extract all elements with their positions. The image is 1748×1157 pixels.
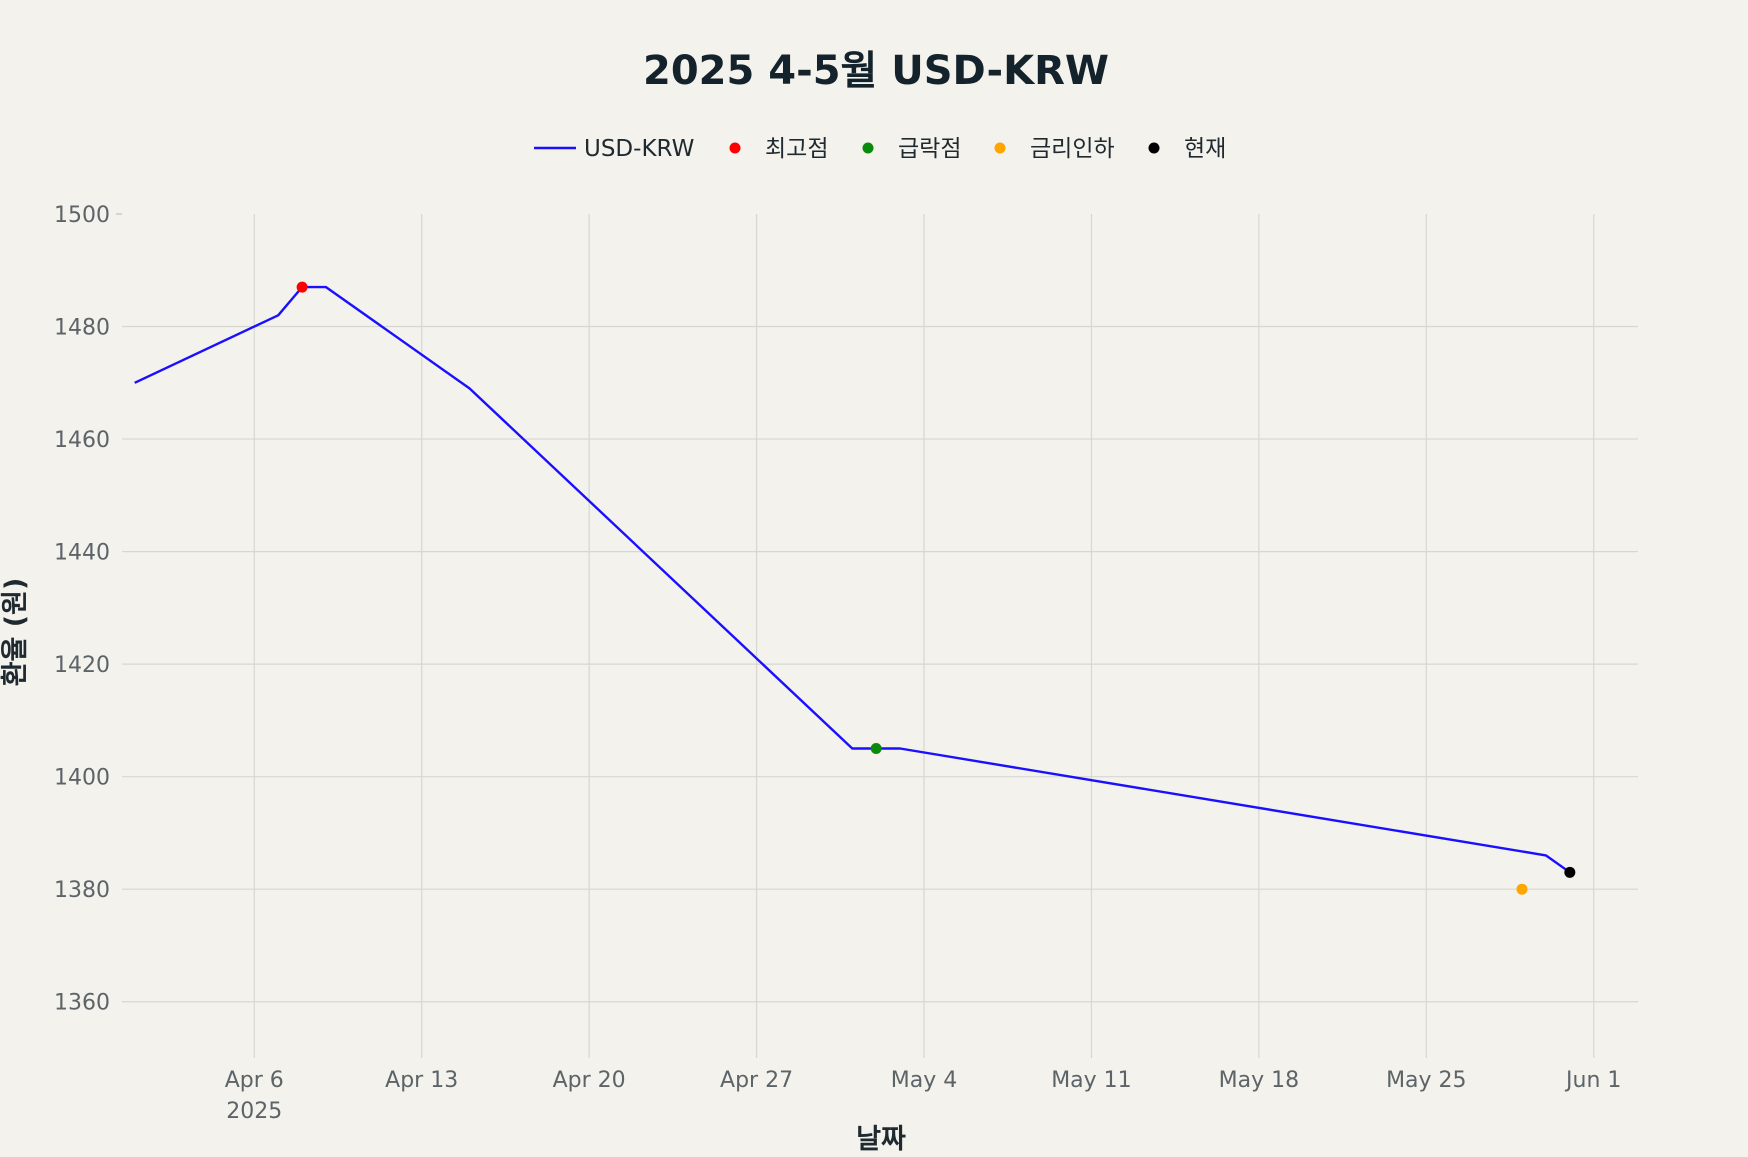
series-layer xyxy=(134,285,1571,874)
y-tick-label: 1500 xyxy=(54,203,110,228)
legend-label: 금리인하 xyxy=(1030,136,1115,162)
marker-point-2 xyxy=(1516,883,1528,895)
y-tick-label: 1400 xyxy=(54,766,110,791)
x-axis-title: 날짜 xyxy=(856,1124,906,1155)
chart-title: 2025 4-5월 USD-KRW xyxy=(643,48,1109,94)
legend-marker-swatch xyxy=(729,142,741,154)
legend-marker-swatch xyxy=(862,142,874,154)
x-tick-label: Jun 1 xyxy=(1564,1068,1621,1093)
legend-label: USD-KRW xyxy=(584,136,694,162)
y-tick-label: 1440 xyxy=(54,541,110,566)
series-line-usd-krw xyxy=(134,285,1571,874)
y-tick-label: 1460 xyxy=(54,428,110,453)
legend-label: 최고점 xyxy=(765,136,828,162)
x-tick-label: May 18 xyxy=(1219,1068,1299,1093)
legend-label: 현재 xyxy=(1184,136,1226,162)
x-tick-label: May 4 xyxy=(891,1068,957,1093)
x-tick-label: May 11 xyxy=(1051,1068,1131,1093)
legend: USD-KRW 최고점 급락점 금리인하 현재 xyxy=(534,136,1226,162)
x-tick-label: May 25 xyxy=(1386,1068,1466,1093)
y-tick-label: 1480 xyxy=(54,316,110,341)
marker-point-0 xyxy=(296,281,308,293)
y-axis-title: 환율 (원) xyxy=(0,578,31,687)
x-tick-label: Apr 27 xyxy=(720,1068,793,1093)
grid-lines xyxy=(116,213,1638,1058)
y-tick-label: 1420 xyxy=(54,653,110,678)
legend-marker-swatch xyxy=(1148,142,1160,154)
y-tick-label: 1360 xyxy=(54,991,110,1016)
markers-layer xyxy=(296,281,1576,895)
legend-marker-swatch xyxy=(994,142,1006,154)
y-tick-label: 1380 xyxy=(54,878,110,903)
x-axis-ticks: Apr 6 2025 Apr 13 Apr 20 Apr 27 May 4 May 11 Ma… xyxy=(225,1068,1622,1124)
marker-point-1 xyxy=(870,743,882,755)
x-tick-label: Apr 6 xyxy=(225,1068,284,1093)
x-tick-year-label: 2025 xyxy=(226,1099,282,1124)
marker-point-3 xyxy=(1564,866,1576,878)
legend-label: 급락점 xyxy=(898,136,961,162)
y-axis-ticks: 1360 1380 1400 1420 1440 1460 1480 1500 xyxy=(54,203,110,1016)
x-tick-label: Apr 13 xyxy=(385,1068,458,1093)
x-tick-label: Apr 20 xyxy=(553,1068,626,1093)
